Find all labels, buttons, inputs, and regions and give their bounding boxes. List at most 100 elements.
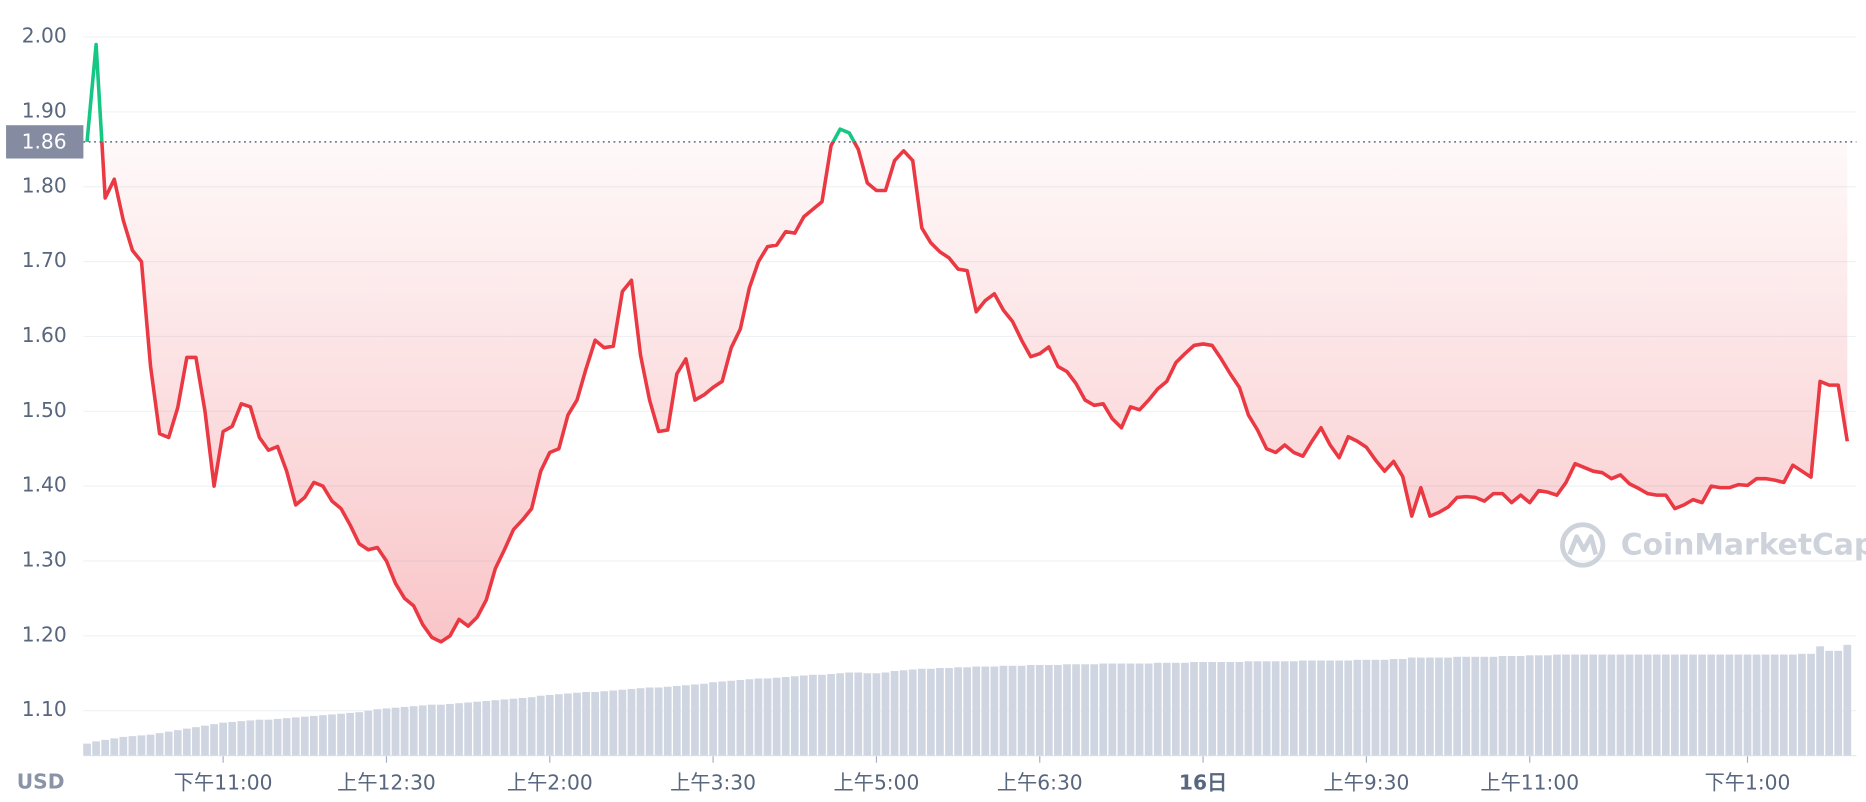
volume-bar bbox=[555, 694, 563, 756]
volume-bar bbox=[1090, 664, 1099, 756]
volume-bar bbox=[1044, 665, 1053, 756]
volume-bars bbox=[83, 644, 1852, 756]
volume-bar bbox=[1834, 650, 1843, 756]
volume-bar bbox=[663, 686, 672, 756]
volume-bar bbox=[890, 671, 899, 756]
watermark: CoinMarketCap bbox=[1560, 522, 1866, 568]
volume-bar bbox=[700, 683, 708, 756]
volume-bar bbox=[92, 741, 100, 756]
volume-bar bbox=[1035, 665, 1044, 756]
volume-bar bbox=[1652, 654, 1661, 756]
y-tick-label: 1.40 bbox=[22, 473, 67, 497]
volume-bar bbox=[1471, 656, 1480, 756]
volume-bar bbox=[818, 674, 826, 756]
volume-bar bbox=[210, 724, 218, 756]
volume-bar bbox=[1063, 664, 1071, 756]
volume-bar bbox=[1289, 661, 1298, 756]
volume-bar bbox=[473, 701, 482, 756]
volume-bar bbox=[300, 716, 309, 756]
volume-bar bbox=[836, 673, 844, 756]
volume-bar bbox=[845, 672, 854, 756]
volume-bar bbox=[1144, 663, 1153, 756]
y-tick-label: 1.80 bbox=[22, 173, 67, 197]
volume-bar bbox=[446, 703, 454, 756]
y-tick-label: 2.00 bbox=[22, 24, 67, 48]
volume-bar bbox=[972, 666, 981, 756]
volume-bar bbox=[1099, 663, 1108, 756]
volume-bar bbox=[1017, 665, 1026, 756]
volume-bar bbox=[1244, 661, 1253, 756]
volume-bar bbox=[1761, 654, 1770, 756]
volume-bar bbox=[1553, 654, 1561, 756]
volume-bar bbox=[1516, 656, 1525, 756]
volume-bar bbox=[1253, 661, 1262, 756]
volume-bar bbox=[155, 733, 164, 756]
y-tick-label: 1.90 bbox=[22, 98, 67, 122]
volume-bar bbox=[464, 702, 472, 756]
volume-bar bbox=[781, 677, 790, 756]
volume-bar bbox=[1816, 646, 1824, 756]
volume-bar bbox=[1489, 656, 1498, 756]
volume-bar bbox=[908, 669, 917, 756]
volume-bar bbox=[310, 715, 318, 756]
volume-bar bbox=[518, 697, 527, 756]
volume-bar bbox=[182, 728, 191, 756]
volume-bar bbox=[727, 680, 736, 756]
plot: 1.10 1.20 1.30 1.40 1.50 1.60 1.70 1.80 1.90 2.00… bbox=[6, 24, 1857, 795]
volume-bar bbox=[1389, 659, 1398, 756]
volume-bar bbox=[509, 698, 518, 756]
volume-bar bbox=[237, 721, 246, 756]
volume-bar bbox=[790, 676, 799, 756]
volume-bar bbox=[1598, 654, 1607, 756]
y-tick-label: 1.10 bbox=[22, 697, 67, 721]
volume-bar bbox=[400, 706, 409, 756]
volume-bar bbox=[337, 713, 345, 756]
volume-bar bbox=[1734, 654, 1743, 756]
volume-bar bbox=[718, 681, 727, 756]
volume-bar bbox=[500, 699, 509, 756]
volume-bar bbox=[1607, 654, 1616, 756]
x-tick-label: 上午9:30 bbox=[1323, 771, 1409, 795]
volume-bar bbox=[1135, 663, 1144, 756]
volume-bar bbox=[936, 668, 944, 756]
volume-bar bbox=[582, 691, 590, 756]
volume-bar bbox=[691, 684, 699, 756]
volume-bar bbox=[1344, 660, 1353, 756]
volume-bar bbox=[1153, 662, 1162, 756]
volume-bar bbox=[1798, 653, 1806, 756]
volume-bar bbox=[128, 736, 137, 756]
volume-bar bbox=[1026, 665, 1035, 756]
volume-bar bbox=[899, 670, 908, 756]
volume-bar bbox=[954, 667, 962, 756]
y-tick-label: 1.50 bbox=[22, 398, 67, 422]
volume-bar bbox=[1299, 660, 1307, 756]
volume-bar bbox=[146, 734, 155, 756]
volume-bar bbox=[1217, 662, 1226, 756]
volume-bar bbox=[1172, 662, 1180, 756]
volume-bar bbox=[1208, 662, 1217, 756]
volume-bar bbox=[1525, 655, 1534, 756]
volume-bar bbox=[1625, 654, 1634, 756]
volume-bar bbox=[482, 700, 491, 756]
volume-bar bbox=[709, 682, 717, 756]
volume-bar bbox=[1680, 654, 1688, 756]
volume-bar bbox=[1181, 662, 1189, 756]
volume-bar bbox=[1671, 654, 1679, 756]
volume-bar bbox=[927, 668, 935, 756]
volume-bar bbox=[1280, 661, 1289, 756]
y-tick-label: 1.30 bbox=[22, 547, 67, 571]
volume-bar bbox=[645, 687, 654, 756]
volume-bar bbox=[745, 679, 754, 756]
volume-bar bbox=[545, 694, 554, 756]
volume-bar bbox=[945, 668, 953, 756]
volume-bar bbox=[1743, 654, 1752, 756]
volume-bar bbox=[201, 725, 209, 756]
volume-bar bbox=[527, 697, 536, 756]
volume-bar bbox=[682, 685, 690, 756]
volume-bar bbox=[319, 715, 327, 756]
volume-bar bbox=[754, 678, 763, 756]
volume-bar bbox=[83, 743, 91, 756]
volume-bar bbox=[1226, 662, 1235, 756]
volume-bar bbox=[564, 693, 572, 756]
